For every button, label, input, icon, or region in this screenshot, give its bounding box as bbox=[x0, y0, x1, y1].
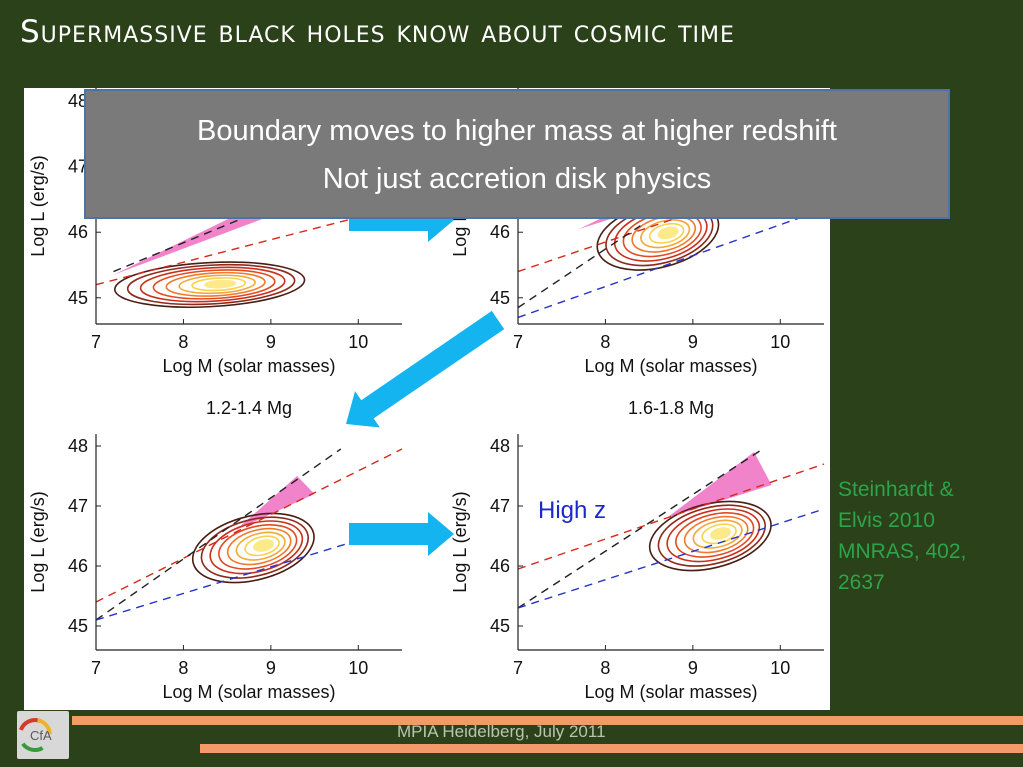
density-contour bbox=[648, 500, 772, 572]
slide-title: Supermassive black holes know about cosm… bbox=[20, 14, 735, 50]
density-contour bbox=[648, 222, 685, 244]
density-contour bbox=[113, 261, 306, 308]
citation-line-3: MNRAS, 402, bbox=[838, 540, 967, 563]
red-dashed-line bbox=[95, 448, 403, 603]
density-contour bbox=[244, 535, 280, 557]
x-tick-label: 9 bbox=[688, 658, 698, 678]
citation-line-1: Steinhardt & bbox=[838, 478, 954, 501]
citation: Steinhardt & Elvis 2010 MNRAS, 402, 2637 bbox=[838, 474, 1018, 598]
black-dashed-line bbox=[517, 225, 641, 309]
density-contour bbox=[218, 524, 298, 570]
black-dashed-line bbox=[517, 448, 764, 609]
x-tick-label: 7 bbox=[513, 332, 523, 352]
cfa-logo: CfA bbox=[17, 711, 69, 759]
red-dashed-line bbox=[95, 205, 403, 286]
y-axis-label: Log L (erg/s) bbox=[28, 155, 48, 256]
density-contour bbox=[675, 512, 755, 558]
density-contour bbox=[152, 269, 276, 300]
x-tick-label: 10 bbox=[770, 332, 790, 352]
x-tick-label: 9 bbox=[266, 332, 276, 352]
high-z-annotation: High z bbox=[538, 497, 606, 524]
y-tick-label: 46 bbox=[490, 556, 510, 576]
density-contour bbox=[657, 226, 679, 240]
y-tick-label: 45 bbox=[490, 616, 510, 636]
citation-line-4: 2637 bbox=[838, 571, 885, 594]
x-tick-label: 10 bbox=[348, 332, 368, 352]
blue-dashed-line bbox=[517, 208, 825, 319]
density-contour bbox=[235, 531, 286, 561]
x-tick-label: 7 bbox=[91, 332, 101, 352]
y-tick-label: 45 bbox=[68, 616, 88, 636]
callout-line-1: Boundary moves to higher mass at higher … bbox=[197, 115, 837, 147]
x-axis-label: Log M (solar masses) bbox=[162, 682, 335, 702]
footer-stripe-bottom bbox=[200, 744, 1023, 753]
y-tick-label: 46 bbox=[490, 222, 510, 242]
chart-title: 1.2-1.4 Mg bbox=[206, 398, 292, 418]
x-tick-label: 8 bbox=[178, 332, 188, 352]
x-axis-label: Log M (solar masses) bbox=[584, 682, 757, 702]
chart-1: 7 8 9 10 45 46 47 48 Log M (solar masses) Log L (… bbox=[28, 88, 403, 376]
x-tick-label: 10 bbox=[770, 658, 790, 678]
density-contour bbox=[126, 263, 296, 306]
chart-3: 1.2-1.4 Mg 7 8 9 10 45 46 47 48 Log M (solar mass… bbox=[28, 398, 403, 702]
x-axis-label: Log M (solar masses) bbox=[584, 356, 757, 376]
y-tick-label: 48 bbox=[490, 436, 510, 456]
chart-4: 1.6-1.8 Mg 7 8 9 10 45 46 47 48 Log M (solar mass… bbox=[450, 398, 825, 702]
y-tick-label: 48 bbox=[68, 436, 88, 456]
x-tick-label: 10 bbox=[348, 658, 368, 678]
density-contour bbox=[209, 520, 304, 575]
density-contour bbox=[710, 527, 732, 540]
density-contour bbox=[204, 279, 237, 289]
density-contour bbox=[692, 519, 743, 549]
y-tick-label: 45 bbox=[68, 288, 88, 308]
x-axis-label: Log M (solar masses) bbox=[162, 356, 335, 376]
footer-stripe-top bbox=[72, 716, 1023, 725]
density-contour bbox=[666, 508, 761, 563]
y-tick-label: 46 bbox=[68, 556, 88, 576]
density-contour bbox=[253, 539, 275, 552]
cfa-logo-graphic: CfA bbox=[18, 718, 52, 752]
boundary-wedge bbox=[235, 476, 315, 530]
density-contour bbox=[139, 266, 286, 303]
callout-box: Boundary moves to higher mass at higher … bbox=[84, 89, 950, 219]
logo-text: CfA bbox=[30, 728, 52, 743]
density-contour bbox=[178, 274, 256, 295]
density-contour bbox=[226, 527, 292, 566]
x-tick-label: 8 bbox=[600, 332, 610, 352]
y-tick-label: 45 bbox=[490, 288, 510, 308]
y-axis-label: Log L (erg/s) bbox=[28, 491, 48, 592]
black-dashed-line bbox=[95, 448, 342, 621]
blue-dashed-line bbox=[517, 508, 825, 609]
y-tick-label: 47 bbox=[490, 496, 510, 516]
arrow-right-bottom bbox=[349, 512, 454, 556]
y-tick-label: 48 bbox=[68, 91, 88, 111]
footer-text: MPIA Heidelberg, July 2011 bbox=[397, 722, 606, 741]
x-tick-label: 8 bbox=[600, 658, 610, 678]
chart-title: 1.6-1.8 Mg bbox=[628, 398, 714, 418]
density-contour bbox=[683, 515, 749, 554]
callout-line-2: Not just accretion disk physics bbox=[322, 163, 712, 195]
density-contour bbox=[191, 512, 315, 584]
x-tick-label: 8 bbox=[178, 658, 188, 678]
density-contour bbox=[640, 219, 691, 249]
red-dashed-line bbox=[517, 463, 825, 570]
density-contour bbox=[165, 271, 266, 297]
density-contour bbox=[191, 277, 247, 292]
x-tick-label: 7 bbox=[513, 658, 523, 678]
density-contour bbox=[657, 504, 766, 567]
y-tick-label: 46 bbox=[68, 222, 88, 242]
red-dashed-line bbox=[517, 211, 694, 273]
density-contour bbox=[200, 516, 310, 579]
x-tick-label: 9 bbox=[688, 332, 698, 352]
y-axis-label: Log L (erg/s) bbox=[450, 491, 470, 592]
y-tick-label: 47 bbox=[68, 496, 88, 516]
y-tick-label: 47 bbox=[68, 157, 88, 177]
x-tick-label: 7 bbox=[91, 658, 101, 678]
x-tick-label: 9 bbox=[266, 658, 276, 678]
boundary-wedge bbox=[666, 452, 772, 518]
citation-line-2: Elvis 2010 bbox=[838, 509, 935, 532]
arrow-diagonal bbox=[346, 310, 505, 428]
